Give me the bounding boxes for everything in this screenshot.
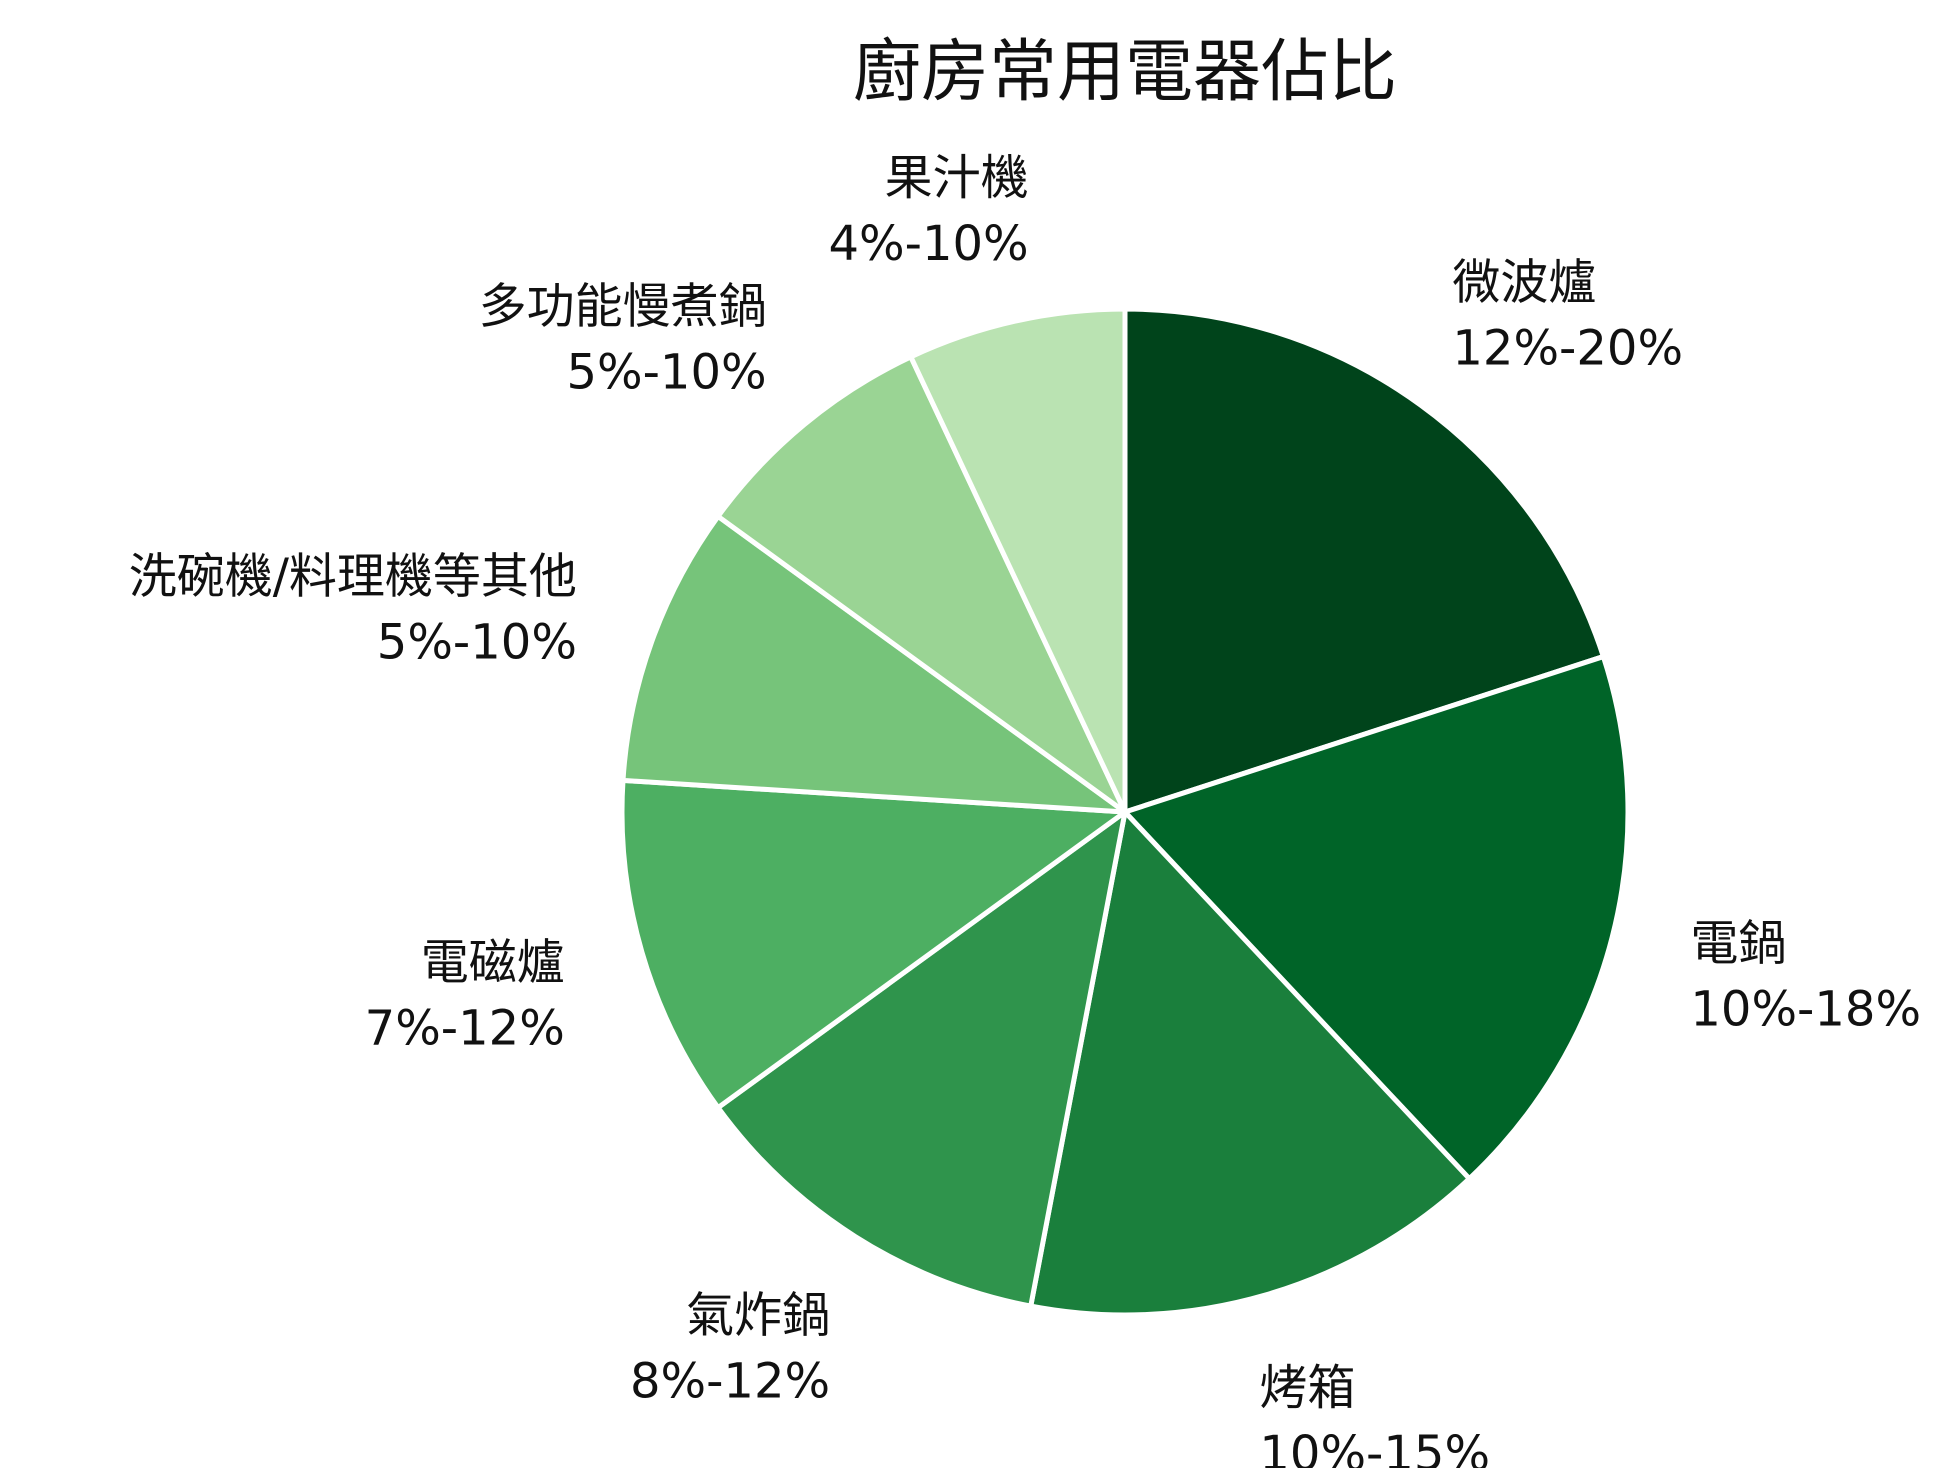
pie-labels: 微波爐 12%-20% 電鍋 10%-18% 烤箱 10%-15% 氣炸鍋 8%-12% 電磁爐… xyxy=(129,150,1921,1472)
pie-slice-4 xyxy=(715,809,1128,1309)
slice-label-name-7: 多功能慢煮鍋 xyxy=(479,278,767,334)
slice-label-range-5: 7%-12% xyxy=(365,1000,565,1056)
slice-label-name-2: 電鍋 xyxy=(1690,915,1786,971)
chart-title: 廚房常用電器佔比 xyxy=(853,33,1397,112)
slice-label-name-1: 微波爐 xyxy=(1452,254,1596,310)
slice-label-name-8: 果汁機 xyxy=(885,150,1029,206)
slice-label-range-1: 12%-20% xyxy=(1452,320,1683,376)
pie-slice-1 xyxy=(1122,306,1606,815)
slice-label-name-6: 洗碗機/料理機等其他 xyxy=(129,548,577,604)
slice-label-range-2: 10%-18% xyxy=(1690,981,1921,1037)
slice-label-range-4: 8%-12% xyxy=(630,1354,830,1410)
pie-slice-3 xyxy=(1028,809,1472,1318)
pie-slice-8 xyxy=(908,306,1128,815)
pie-slice-2 xyxy=(1122,654,1631,1182)
slice-label-name-5: 電磁爐 xyxy=(421,934,565,990)
pie-slice-6 xyxy=(620,513,1128,815)
slice-label-range-7: 5%-10% xyxy=(566,344,766,400)
pie-slices xyxy=(619,306,1631,1318)
pie-slice-5 xyxy=(619,777,1128,1111)
slice-label-range-8: 4%-10% xyxy=(829,216,1029,272)
slice-label-range-3: 10%-15% xyxy=(1259,1426,1490,1468)
pie-slice-7 xyxy=(715,354,1128,815)
slice-label-name-3: 烤箱 xyxy=(1259,1360,1355,1416)
slice-label-name-4: 氣炸鍋 xyxy=(686,1288,830,1344)
slice-label-range-6: 5%-10% xyxy=(377,614,577,670)
